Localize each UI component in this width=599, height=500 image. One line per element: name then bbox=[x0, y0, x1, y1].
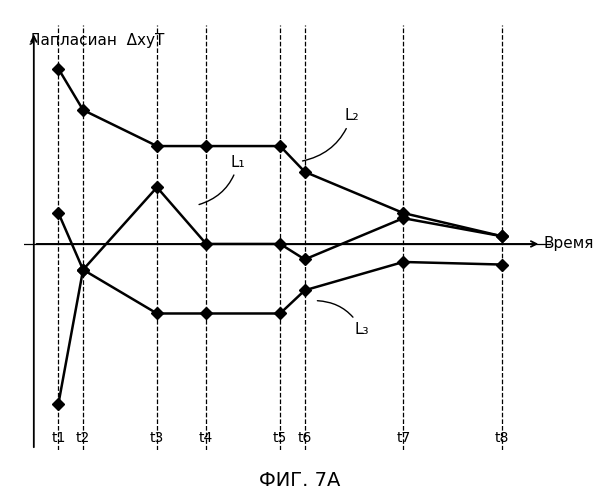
Text: t2: t2 bbox=[76, 431, 90, 445]
Text: t7: t7 bbox=[396, 431, 410, 445]
Text: L₂: L₂ bbox=[302, 108, 359, 161]
Text: t5: t5 bbox=[273, 431, 288, 445]
Text: t1: t1 bbox=[52, 431, 66, 445]
Text: Время: Время bbox=[544, 236, 594, 252]
Text: t6: t6 bbox=[298, 431, 312, 445]
Text: Лапласиан  ΔxyT: Лапласиан ΔxyT bbox=[29, 34, 165, 48]
Text: ФИГ. 7А: ФИГ. 7А bbox=[259, 471, 340, 490]
Text: t3: t3 bbox=[150, 431, 164, 445]
Text: t8: t8 bbox=[495, 431, 509, 445]
Text: L₃: L₃ bbox=[317, 300, 368, 337]
Text: L₁: L₁ bbox=[199, 154, 246, 204]
Text: t4: t4 bbox=[199, 431, 213, 445]
